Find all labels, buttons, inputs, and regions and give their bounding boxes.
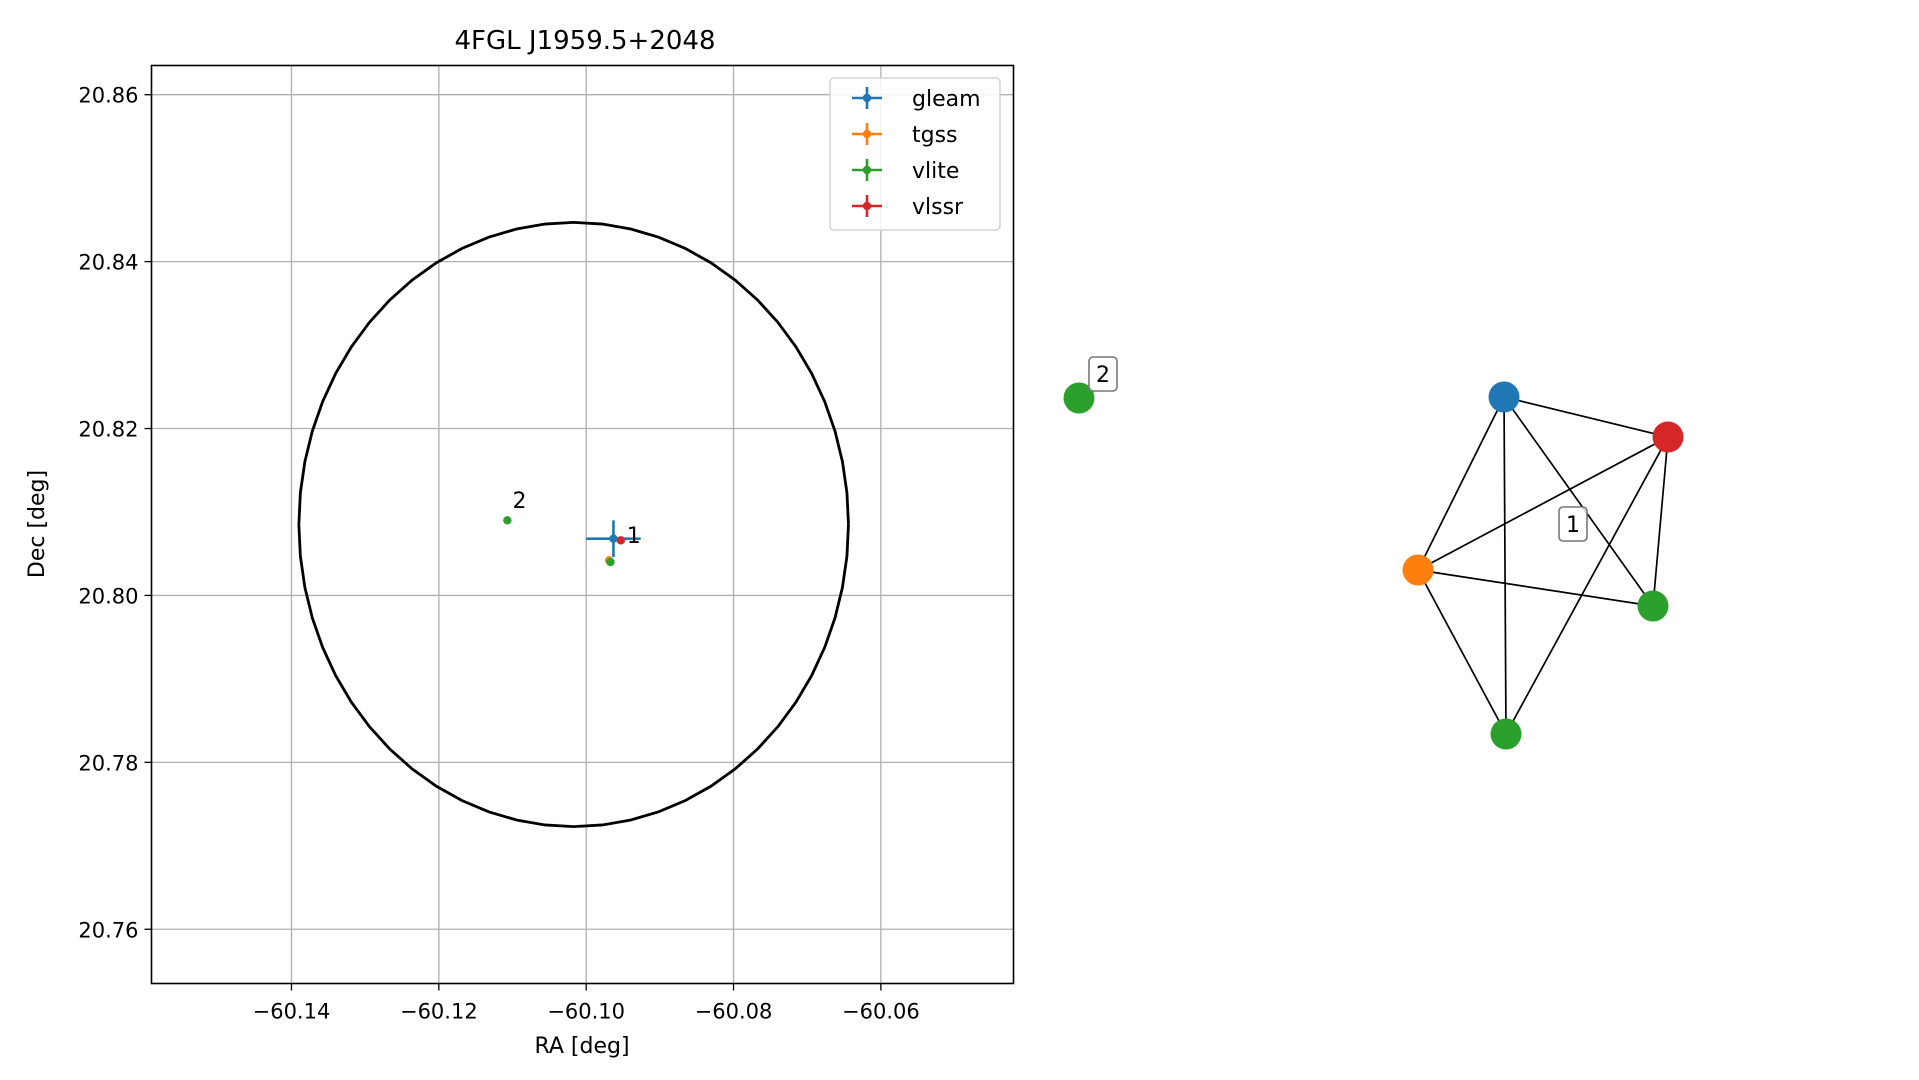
graph-edge xyxy=(1503,396,1507,735)
graph-edge xyxy=(1417,569,1507,735)
sky-plot: 4FGL J1959.5+2048 21 −60.14 −60.12 −60.10−… xyxy=(25,26,1015,1059)
y-tick-label: 20.78 xyxy=(78,751,138,775)
vlite-point xyxy=(606,557,615,567)
vlssr-node xyxy=(1652,421,1684,453)
vlite-marker xyxy=(606,557,615,567)
vlite-node-a xyxy=(1637,590,1669,622)
legend-box xyxy=(829,77,1001,231)
legend-entry-gleam: gleam xyxy=(852,87,981,112)
tgss-node xyxy=(1402,554,1434,586)
error-ellipse-layer xyxy=(297,220,850,829)
y-axis-label: Dec [deg] xyxy=(25,470,50,578)
legend-label: vlite xyxy=(912,159,959,184)
x-tick-label: −60.10 xyxy=(547,1000,625,1024)
vlite-point xyxy=(503,516,512,525)
x-axis-label: RA [deg] xyxy=(534,1034,629,1059)
cluster-label-text: 1 xyxy=(1566,513,1580,538)
graph-edge xyxy=(1417,569,1654,607)
x-tick-label: −60.08 xyxy=(695,1000,773,1024)
cluster-label-2: 2 xyxy=(1088,356,1118,392)
data-layer xyxy=(503,516,641,567)
x-tick-label: −60.12 xyxy=(400,1000,478,1024)
y-tick-label: 20.82 xyxy=(78,418,138,442)
legend-entry-vlssr: vlssr xyxy=(852,195,964,220)
y-tick-label: 20.86 xyxy=(78,84,138,108)
annotation-layer: 21 xyxy=(513,489,641,549)
gleam-node xyxy=(1488,381,1520,413)
legend-marker-dot xyxy=(862,93,872,103)
edge-layer xyxy=(1417,396,1669,735)
graph-edge xyxy=(1505,436,1669,735)
legend-marker-dot xyxy=(862,201,872,211)
cluster-label-1: 1 xyxy=(1558,506,1588,542)
y-tick-label: 20.80 xyxy=(78,584,138,608)
vlssr-marker xyxy=(616,536,626,545)
x-tick-label: −60.14 xyxy=(253,1000,331,1024)
y-tick-label: 20.76 xyxy=(78,918,138,942)
graph-edge xyxy=(1503,396,1669,438)
legend-label: tgss xyxy=(912,123,958,148)
gleam-point xyxy=(586,520,641,558)
cluster-label-text: 2 xyxy=(1096,363,1110,388)
point-annotation: 1 xyxy=(627,524,641,549)
error-ellipse xyxy=(297,220,850,829)
legend-entry-vlite: vlite xyxy=(852,159,959,184)
vlite-node-isolated xyxy=(1063,382,1095,414)
point-annotation: 2 xyxy=(513,489,527,514)
network-graph: 12 xyxy=(1063,356,1684,750)
legend-marker-dot xyxy=(862,165,872,175)
vlite-node-b xyxy=(1490,718,1522,750)
vlite-marker xyxy=(503,516,512,525)
legend-entry-tgss: tgss xyxy=(852,123,958,148)
cluster-label-layer: 12 xyxy=(1088,356,1588,542)
graph-edge xyxy=(1652,436,1669,607)
gleam-marker xyxy=(609,534,618,543)
vlssr-point xyxy=(616,536,626,545)
cluster-label-box xyxy=(1558,506,1588,542)
y-axis-ticks: 20.76 20.78 20.80 20.82 20.84 20.86 xyxy=(78,84,152,942)
legend-label: gleam xyxy=(912,87,981,112)
x-axis-ticks: −60.14 −60.12 −60.10 −60.08 −60.06 xyxy=(253,983,920,1024)
legend-marker-dot xyxy=(862,129,872,139)
graph-edge xyxy=(1417,396,1505,571)
y-tick-label: 20.84 xyxy=(78,251,138,275)
cluster-label-box xyxy=(1088,356,1118,392)
legend: gleam tgss vlite vlssr xyxy=(829,77,1001,231)
axes-frame xyxy=(150,64,1015,985)
plot-title: 4FGL J1959.5+2048 xyxy=(455,26,716,56)
legend-label: vlssr xyxy=(912,195,964,220)
x-tick-label: −60.06 xyxy=(842,1000,920,1024)
graph-edge xyxy=(1503,396,1654,607)
graph-edge xyxy=(1417,436,1669,571)
node-layer xyxy=(1063,381,1684,750)
